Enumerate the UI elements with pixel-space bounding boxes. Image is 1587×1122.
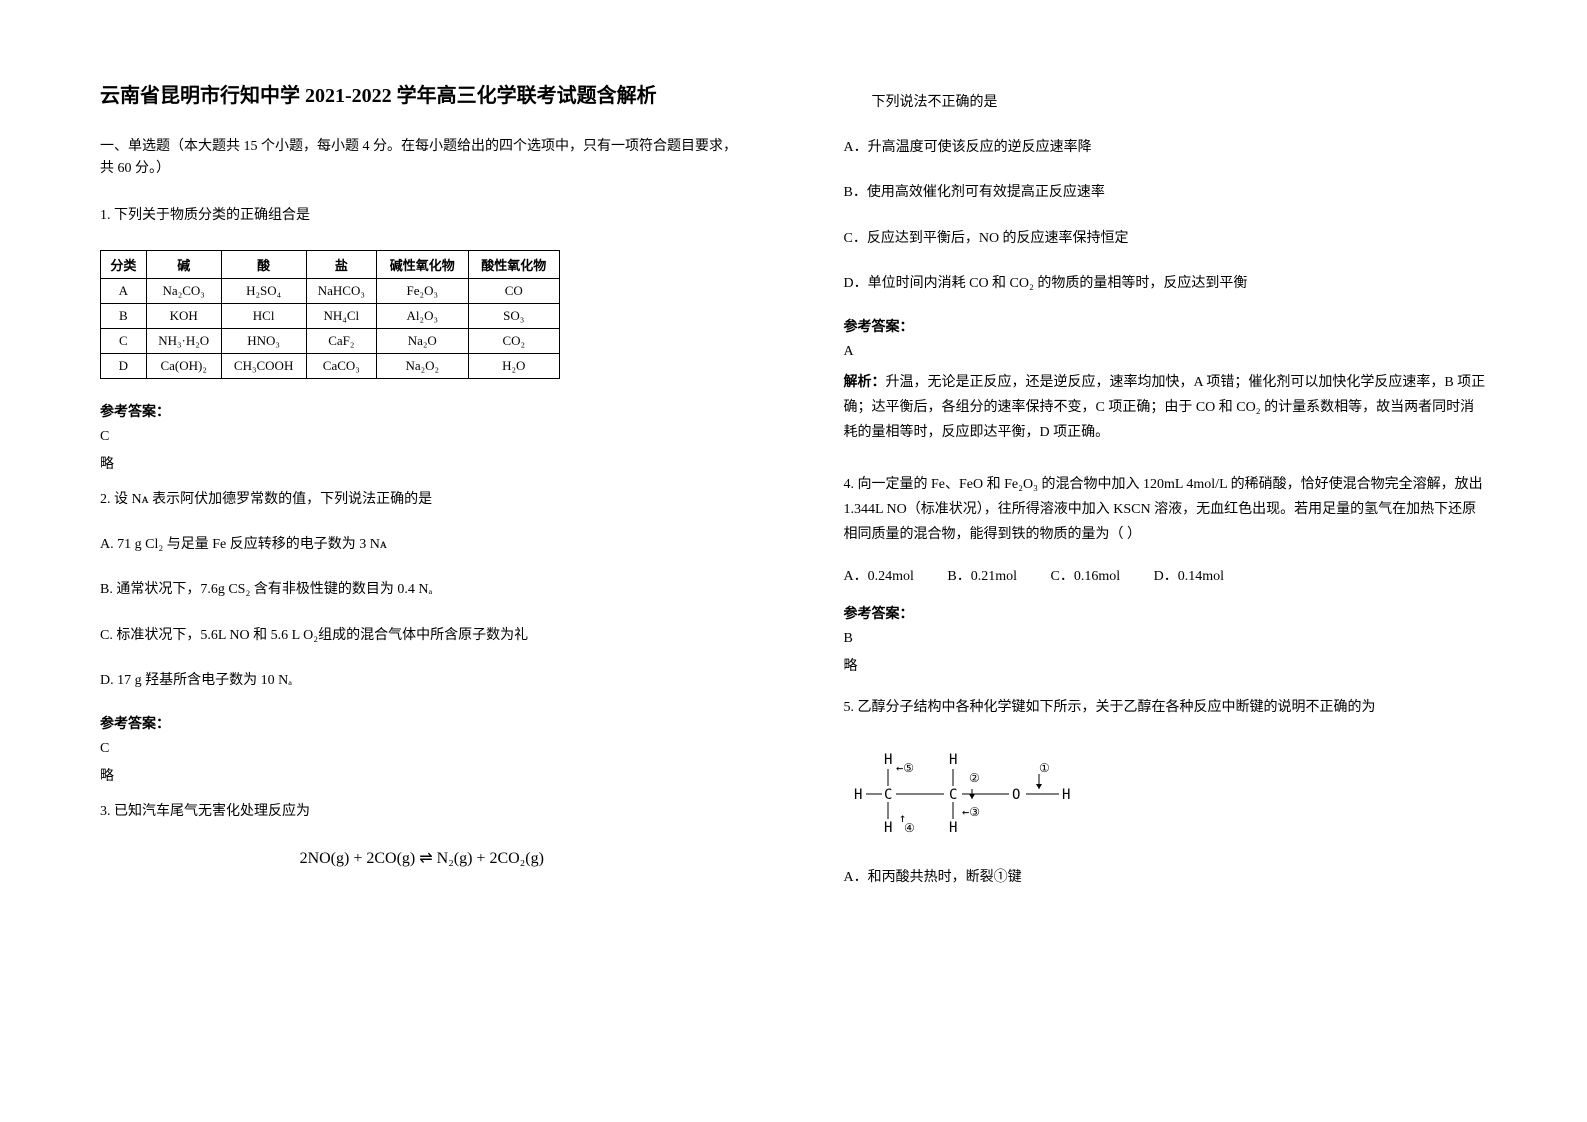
q3-equation: 2NO(g) + 2CO(g) ⇌ N₂(g) + 2CO₂(g) [100,848,744,868]
table-cell: Al₂O₃ [377,303,468,328]
table-cell: H₂O [468,353,560,378]
q4-note: 略 [844,655,1488,675]
table-row: ANa₂CO₃H₂SO₄NaHCO₃Fe₂O₃CO [101,278,560,303]
table-cell: Na₂CO₃ [146,278,221,303]
q4-option-a: A．0.24mol [844,569,914,584]
q2-note: 略 [100,765,744,785]
q5-prompt: 5. 乙醇分子结构中各种化学键如下所示，关于乙醇在各种反应中断键的说明不正确的为 [844,695,1488,720]
q2-option-b: B. 通常状况下，7.6g CS₂ 含有非极性键的数目为 0.4 Nₐ [100,577,744,602]
q4-option-c: C．0.16mol [1051,569,1121,584]
svg-text:①: ① [1039,761,1050,775]
explanation-text: 升温，无论是正反应，还是逆反应，速率均加快，A 项错；催化剂可以加快化学反应速率… [844,375,1486,440]
table-header: 酸性氧化物 [468,250,560,278]
svg-text:H: H [854,787,862,803]
table-header: 碱 [146,250,221,278]
q3-answer: A [844,344,1488,360]
q3-option-b: B．使用高效催化剂可有效提高正反应速率 [844,180,1488,205]
explanation-label: 解析： [844,375,886,390]
svg-text:H: H [884,752,892,768]
svg-text:←⑤: ←⑤ [896,761,914,775]
q1-answer: C [100,429,744,445]
q1-prompt: 1. 下列关于物质分类的正确组合是 [100,203,744,228]
svg-text:H: H [1062,787,1070,803]
q1-table: 分类 碱 酸 盐 碱性氧化物 酸性氧化物 ANa₂CO₃H₂SO₄NaHCO₃F… [100,250,560,379]
table-header-row: 分类 碱 酸 盐 碱性氧化物 酸性氧化物 [101,250,560,278]
svg-text:←③: ←③ [962,805,980,819]
svg-text:④: ④ [904,821,915,834]
table-cell: A [101,278,147,303]
table-row: BKOHHClNH₄ClAl₂O₃SO₃ [101,303,560,328]
q3-option-d: D．单位时间内消耗 CO 和 CO₂ 的物质的量相等时，反应达到平衡 [844,271,1488,296]
q4-prompt: 4. 向一定量的 Fe、FeO 和 Fe₂O₃ 的混合物中加入 120mL 4m… [844,472,1488,548]
q3-prompt: 3. 已知汽车尾气无害化处理反应为 [100,799,744,824]
table-cell: NaHCO₃ [306,278,376,303]
table-cell: C [101,328,147,353]
table-cell: B [101,303,147,328]
q4-option-b: B．0.21mol [947,569,1017,584]
svg-text:O: O [1012,787,1020,803]
q2-answer: C [100,741,744,757]
q4-answer-label: 参考答案： [844,603,1488,623]
table-cell: NH₄Cl [306,303,376,328]
ethanol-structure-diagram: H H ←⑤ ② ① H C C O H H H ↑ ④ ←③ [844,744,1488,841]
table-header: 分类 [101,250,147,278]
section-header: 一、单选题（本大题共 15 个小题，每小题 4 分。在每小题给出的四个选项中，只… [100,136,744,181]
svg-text:H: H [949,752,957,768]
table-cell: Fe₂O₃ [377,278,468,303]
q3-sub-prompt: 下列说法不正确的是 [844,90,1488,115]
svg-text:C: C [884,787,892,803]
table-cell: H₂SO₄ [221,278,306,303]
table-cell: Ca(OH)₂ [146,353,221,378]
q1-note: 略 [100,453,744,473]
table-row: CNH₃·H₂OHNO₃CaF₂Na₂OCO₂ [101,328,560,353]
table-header: 酸 [221,250,306,278]
svg-text:H: H [884,820,892,834]
q3-explanation: 解析：升温，无论是正反应，还是逆反应，速率均加快，A 项错；催化剂可以加快化学反… [844,370,1488,446]
q3-answer-label: 参考答案： [844,316,1488,336]
table-cell: D [101,353,147,378]
q4-answer: B [844,631,1488,647]
table-cell: Na₂O₂ [377,353,468,378]
table-cell: CaF₂ [306,328,376,353]
table-cell: SO₃ [468,303,560,328]
table-cell: KOH [146,303,221,328]
q5-option-a: A．和丙酸共热时，断裂①键 [844,865,1488,890]
table-cell: HCl [221,303,306,328]
left-column: 云南省昆明市行知中学 2021-2022 学年高三化学联考试题含解析 一、单选题… [100,80,744,1042]
table-cell: CH₃COOH [221,353,306,378]
svg-text:C: C [949,787,957,803]
q2-option-d: D. 17 g 羟基所含电子数为 10 Nₐ [100,668,744,693]
right-column: 下列说法不正确的是 A．升高温度可使该反应的逆反应速率降 B．使用高效催化剂可有… [844,80,1488,1042]
svg-text:②: ② [969,771,980,785]
q3-option-a: A．升高温度可使该反应的逆反应速率降 [844,135,1488,160]
table-header: 碱性氧化物 [377,250,468,278]
q2-option-c: C. 标准状况下，5.6L NO 和 5.6 L O₂组成的混合气体中所含原子数… [100,623,744,648]
q4-option-d: D．0.14mol [1154,569,1224,584]
q3-option-c: C．反应达到平衡后，NO 的反应速率保持恒定 [844,226,1488,251]
q4-options: A．0.24mol B．0.21mol C．0.16mol D．0.14mol [844,565,1488,585]
q2-answer-label: 参考答案： [100,713,744,733]
q1-answer-label: 参考答案： [100,401,744,421]
document-title: 云南省昆明市行知中学 2021-2022 学年高三化学联考试题含解析 [100,80,744,112]
table-row: DCa(OH)₂CH₃COOHCaCO₃Na₂O₂H₂O [101,353,560,378]
q2-option-a: A. 71 g Cl₂ 与足量 Fe 反应转移的电子数为 3 Nᴀ [100,532,744,557]
table-cell: NH₃·H₂O [146,328,221,353]
table-cell: HNO₃ [221,328,306,353]
q2-prompt: 2. 设 Nᴀ 表示阿伏加德罗常数的值，下列说法正确的是 [100,487,744,512]
table-cell: Na₂O [377,328,468,353]
svg-text:H: H [949,820,957,834]
table-cell: CO₂ [468,328,560,353]
table-cell: CaCO₃ [306,353,376,378]
table-cell: CO [468,278,560,303]
table-header: 盐 [306,250,376,278]
ethanol-svg-icon: H H ←⑤ ② ① H C C O H H H ↑ ④ ←③ [844,744,1104,834]
